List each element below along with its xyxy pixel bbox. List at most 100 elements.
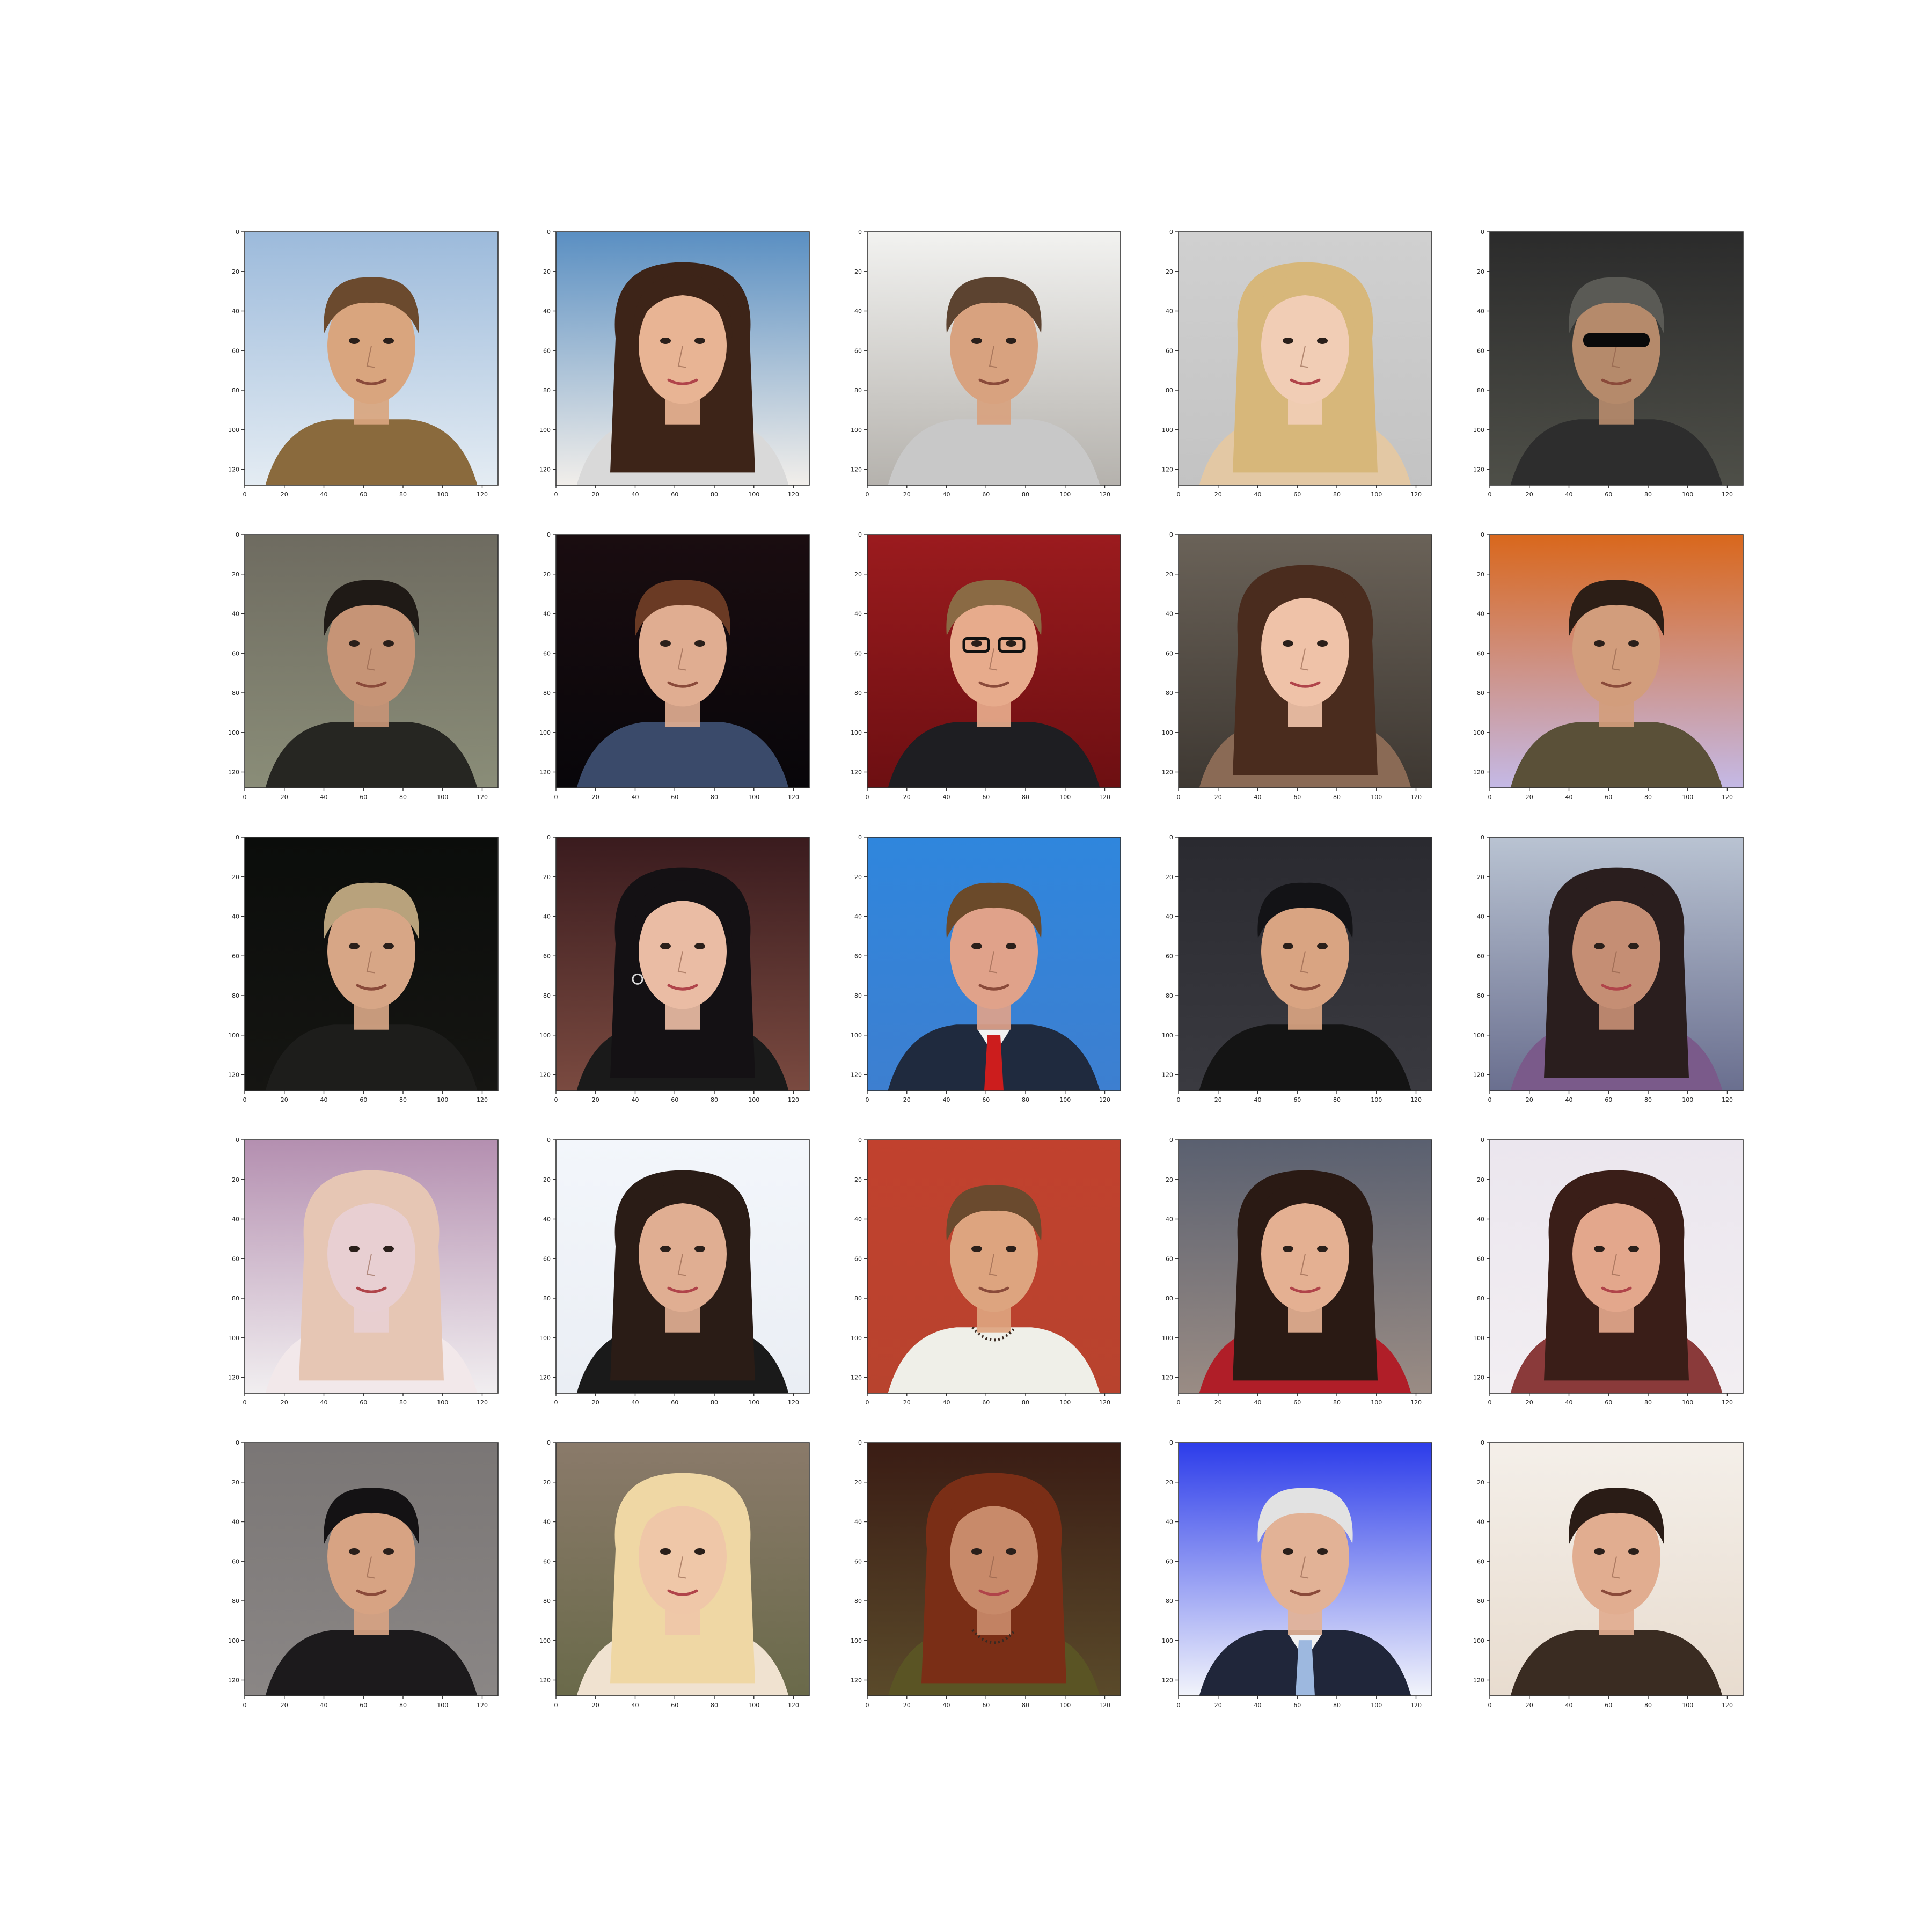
nose <box>366 1556 375 1579</box>
clothing <box>265 1630 478 1696</box>
y-tick-label: 0 <box>236 1137 239 1144</box>
x-tick-label: 120 <box>1099 1096 1110 1103</box>
left-eye <box>1283 337 1293 344</box>
y-tick-label: 40 <box>1166 1216 1173 1223</box>
axes: 0 20 40 60 80 100 120 0 20 40 60 80 100 120 <box>539 229 810 498</box>
right-eye <box>1317 942 1328 949</box>
x-tick-label: 80 <box>1022 491 1029 498</box>
mouth <box>1290 1286 1321 1293</box>
mouth <box>356 1286 387 1293</box>
nose <box>1300 951 1309 974</box>
y-tick-label: 120 <box>851 466 862 473</box>
x-tick-label: 40 <box>1565 1399 1573 1406</box>
x-tick-label: 120 <box>788 491 799 498</box>
hair-fringe <box>633 880 733 944</box>
y-tick-label: 100 <box>1162 1637 1173 1644</box>
y-tick-label: 40 <box>854 1216 862 1223</box>
left-eye <box>1283 640 1293 647</box>
x-tick-label: 100 <box>437 491 448 498</box>
y-tick-label: 120 <box>1162 1374 1173 1381</box>
y-tick-label: 0 <box>1481 1137 1484 1144</box>
portrait-photo <box>1490 535 1743 788</box>
y-tick-label: 80 <box>232 1295 239 1302</box>
face <box>1572 1498 1660 1615</box>
portrait-photo <box>867 535 1121 788</box>
y-tick-label: 0 <box>236 229 239 236</box>
x-tick-label: 40 <box>320 1399 328 1406</box>
axes: 0 20 40 60 80 100 120 0 20 40 60 80 100 120 <box>1473 1137 1744 1406</box>
x-tick-label: 80 <box>1022 1096 1029 1103</box>
y-tick-label: 0 <box>858 229 862 236</box>
mouth <box>978 1286 1009 1293</box>
sunglasses-icon <box>1583 333 1650 347</box>
nose <box>1611 951 1620 974</box>
y-tick-label: 100 <box>1473 1637 1484 1644</box>
hair <box>324 277 419 333</box>
y-tick-label: 80 <box>1477 992 1484 999</box>
y-tick-label: 20 <box>1166 874 1173 881</box>
y-tick-label: 60 <box>854 953 862 960</box>
x-tick-label: 60 <box>1293 491 1301 498</box>
y-tick-label: 80 <box>543 992 551 999</box>
y-tick-label: 40 <box>543 611 551 618</box>
y-tick-label: 100 <box>851 1335 862 1342</box>
x-tick-label: 0 <box>1488 1096 1492 1103</box>
y-tick-label: 0 <box>858 531 862 538</box>
x-tick-label: 120 <box>1722 1096 1733 1103</box>
x-tick-label: 100 <box>1682 794 1693 801</box>
x-tick-label: 40 <box>943 491 950 498</box>
image-panel: 0 20 40 60 80 100 120 0 20 40 60 80 100 120 <box>1146 221 1576 522</box>
axes: 0 20 40 60 80 100 120 0 20 40 60 80 100 120 <box>1162 1137 1432 1406</box>
y-tick-label: 120 <box>1162 1677 1173 1684</box>
portrait-photo <box>1179 837 1432 1091</box>
x-tick-label: 100 <box>1059 1702 1071 1709</box>
clothing <box>888 722 1100 788</box>
axes-frame <box>867 231 1121 486</box>
y-tick-label: 60 <box>854 347 862 354</box>
hair-fringe <box>633 275 733 339</box>
x-tick-label: 100 <box>1371 1096 1382 1103</box>
y-tick-label: 120 <box>228 1072 239 1079</box>
nose <box>989 1556 998 1579</box>
x-tick-label: 120 <box>788 1702 799 1709</box>
y-tick-label: 20 <box>232 1479 239 1486</box>
y-tick-label: 80 <box>854 387 862 394</box>
x-tick-label: 40 <box>943 1096 950 1103</box>
y-tick-label: 0 <box>1169 834 1173 841</box>
axes: 0 20 40 60 80 100 120 0 20 40 60 80 100 120 <box>1162 834 1432 1103</box>
x-tick-label: 40 <box>632 1096 639 1103</box>
axes-frame <box>1178 837 1432 1091</box>
x-tick-label: 120 <box>1722 491 1733 498</box>
x-tick-label: 120 <box>1099 491 1110 498</box>
y-tick-label: 100 <box>228 1032 239 1039</box>
mouth <box>1290 984 1321 991</box>
x-tick-label: 60 <box>982 1096 990 1103</box>
x-tick-label: 120 <box>1722 1399 1733 1406</box>
y-tick-label: 120 <box>539 1374 551 1381</box>
axes: 0 20 40 60 80 100 120 0 20 40 60 80 100 120 <box>851 229 1121 498</box>
axes-frame <box>555 1139 810 1394</box>
nose <box>1611 1556 1620 1579</box>
portrait-photo <box>1179 1140 1432 1393</box>
axes: 0 20 40 60 80 100 120 0 20 40 60 80 100 120 <box>228 229 499 498</box>
y-tick-label: 60 <box>1166 347 1173 354</box>
y-tick-label: 100 <box>851 427 862 434</box>
x-tick-label: 80 <box>1644 1096 1652 1103</box>
x-tick-label: 0 <box>866 1702 869 1709</box>
y-tick-label: 20 <box>1477 1176 1484 1183</box>
y-tick-label: 120 <box>1162 769 1173 776</box>
y-tick-label: 120 <box>228 769 239 776</box>
axes-frame <box>867 1442 1121 1696</box>
y-tick-label: 0 <box>236 1439 239 1446</box>
y-tick-label: 20 <box>854 874 862 881</box>
image-panel: 0 20 40 60 80 100 120 0 20 40 60 80 100 120 <box>1146 524 1576 824</box>
x-tick-label: 0 <box>1177 1096 1181 1103</box>
hair <box>324 580 419 636</box>
x-tick-label: 60 <box>671 491 678 498</box>
right-eye <box>383 640 394 647</box>
left-eye <box>660 942 671 949</box>
x-tick-label: 20 <box>281 1096 288 1103</box>
x-tick-label: 40 <box>943 1399 950 1406</box>
x-tick-label: 80 <box>399 1702 407 1709</box>
